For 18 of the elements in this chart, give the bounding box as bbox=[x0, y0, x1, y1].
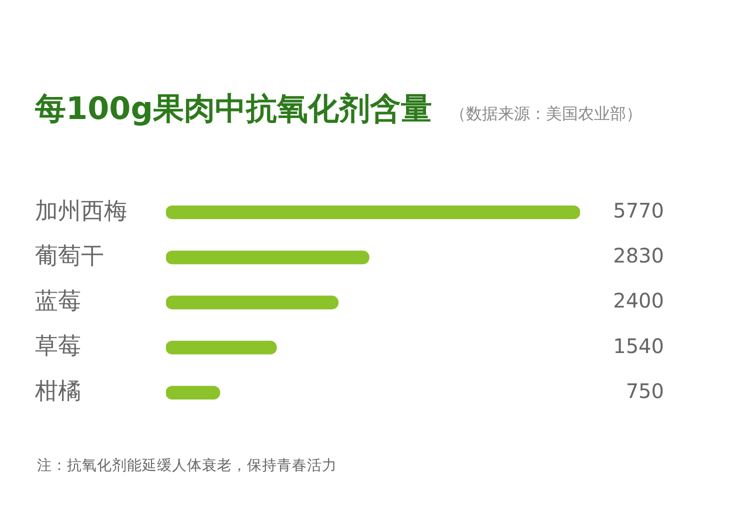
y-tick-label: 草莓 bbox=[35, 334, 81, 360]
y-tick-label: 葡萄干 bbox=[35, 243, 104, 270]
text: 注：抗氧化剂能延缓人体衰老，保持青春活力 bbox=[37, 456, 337, 475]
bar bbox=[166, 340, 277, 354]
chart-subtitle: （数据来源：美国农业部） bbox=[450, 104, 642, 125]
data-label: 5770 bbox=[613, 198, 664, 223]
data-label: 2400 bbox=[613, 288, 664, 313]
y-tick-label: 蓝莓 bbox=[35, 288, 81, 314]
data-label: 1540 bbox=[613, 334, 664, 358]
bar bbox=[166, 250, 370, 264]
bar bbox=[166, 296, 339, 310]
bar bbox=[166, 386, 220, 400]
data-label: 750 bbox=[626, 378, 664, 403]
bar bbox=[166, 206, 580, 220]
y-tick-label: 加州西梅 bbox=[35, 198, 127, 224]
y-tick-label: 柑橘 bbox=[34, 378, 81, 405]
chart-title: 每100g果肉中抗氧化剂含量 bbox=[35, 90, 432, 129]
data-label: 2830 bbox=[613, 244, 664, 268]
